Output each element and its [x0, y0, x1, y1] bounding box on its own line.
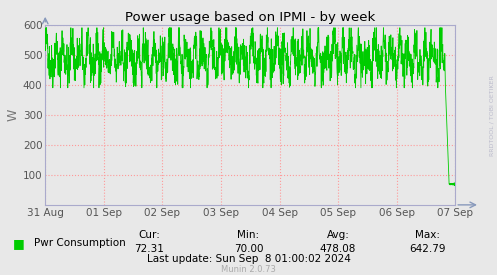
Text: Min:: Min: [238, 230, 259, 240]
Text: 478.08: 478.08 [320, 244, 356, 254]
Title: Power usage based on IPMI - by week: Power usage based on IPMI - by week [125, 10, 375, 24]
Y-axis label: W: W [7, 109, 20, 121]
Text: Pwr Consumption: Pwr Consumption [34, 238, 126, 248]
Text: Max:: Max: [415, 230, 440, 240]
Text: Munin 2.0.73: Munin 2.0.73 [221, 265, 276, 274]
Text: Cur:: Cur: [138, 230, 160, 240]
Text: RRDTOOL / TOBI OETIKER: RRDTOOL / TOBI OETIKER [490, 75, 495, 156]
Text: ■: ■ [12, 237, 24, 250]
Text: 72.31: 72.31 [134, 244, 164, 254]
Text: Avg:: Avg: [327, 230, 349, 240]
Text: 70.00: 70.00 [234, 244, 263, 254]
Text: Last update: Sun Sep  8 01:00:02 2024: Last update: Sun Sep 8 01:00:02 2024 [147, 254, 350, 264]
Text: 642.79: 642.79 [409, 244, 446, 254]
